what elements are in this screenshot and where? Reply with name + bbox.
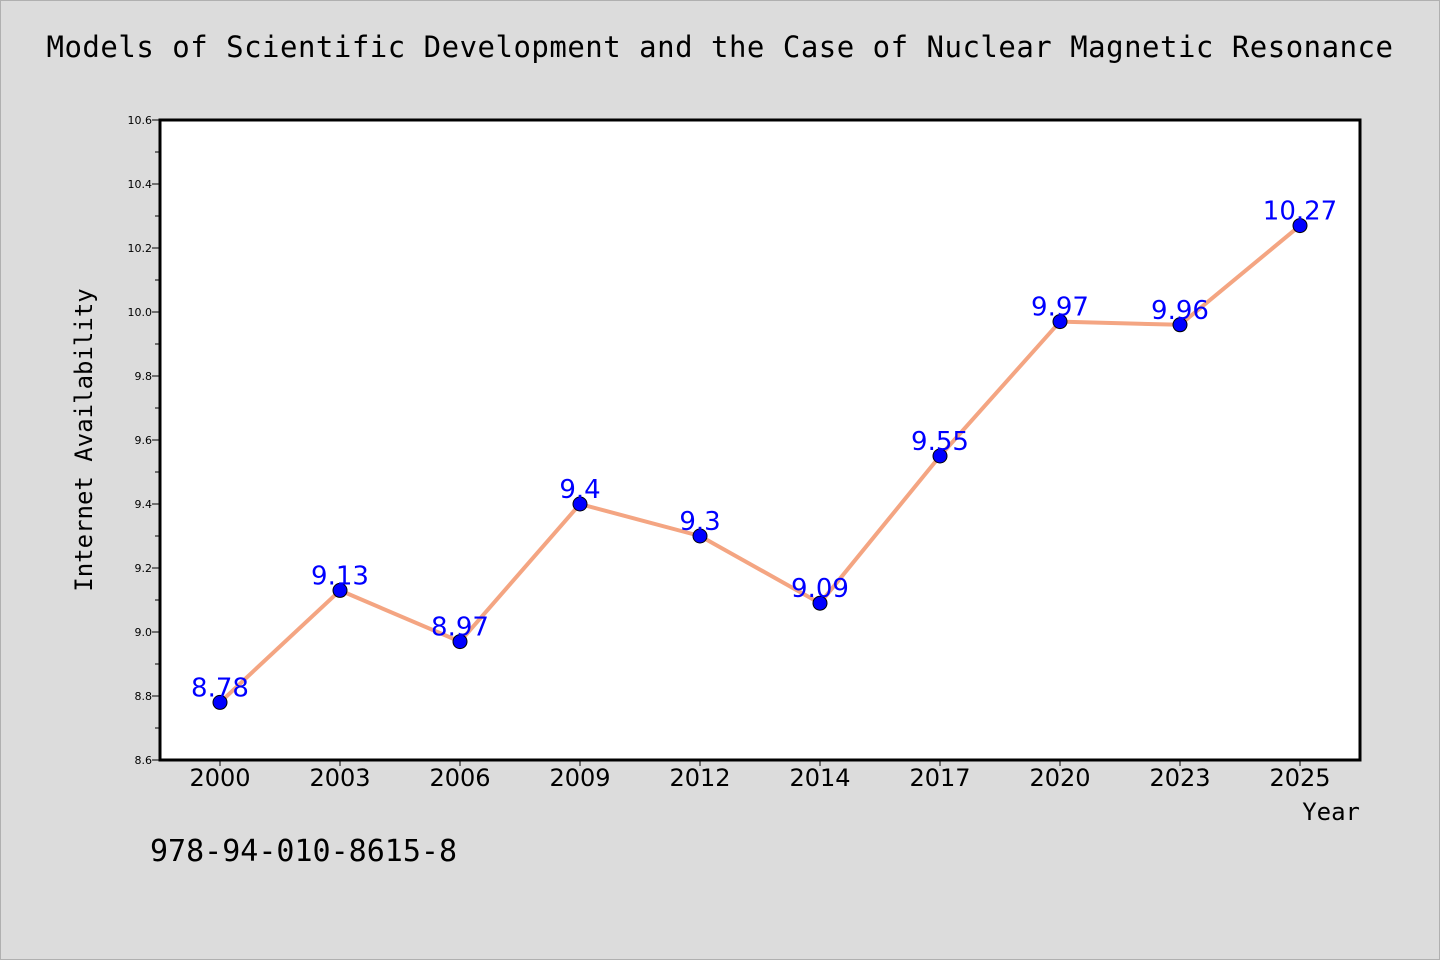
x-tick-label: 2012 [669, 764, 730, 792]
data-label: 9.13 [311, 561, 369, 591]
x-axis-label: Year [1302, 798, 1360, 826]
y-tick-label: 10.0 [128, 306, 153, 319]
x-tick-label: 2020 [1029, 764, 1090, 792]
data-point [932, 448, 948, 464]
y-tick-label: 10.4 [128, 178, 153, 191]
data-label: 9.96 [1151, 296, 1209, 326]
x-tick-label: 2000 [189, 764, 250, 792]
data-point [212, 694, 228, 710]
x-axis-ticks: 2000 2003 2006 2009 2012 2014 2017 2020 2023 2025 [189, 760, 1331, 792]
y-tick-label: 10.6 [128, 114, 153, 127]
data-label: 10.27 [1263, 197, 1337, 227]
data-label: 8.78 [191, 673, 249, 703]
data-label: 9.4 [559, 475, 600, 505]
x-tick-label: 2006 [429, 764, 490, 792]
data-point [452, 634, 468, 650]
x-tick-label: 2014 [789, 764, 850, 792]
series-layer: 8.78 9.13 8.97 9.4 9.3 9.09 9.55 9.97 9.96 10.27 [191, 197, 1337, 710]
data-label: 9.55 [911, 427, 969, 457]
series-line [218, 224, 1302, 704]
y-tick-label: 9.0 [135, 626, 153, 639]
data-point [812, 595, 828, 611]
data-point [332, 582, 348, 598]
y-tick-label: 10.2 [128, 242, 153, 255]
data-point [1172, 317, 1188, 333]
data-point [692, 528, 708, 544]
x-tick-label: 2025 [1269, 764, 1330, 792]
plot-area [160, 120, 1360, 760]
chart-title: Models of Scientific Development and the… [46, 30, 1394, 64]
y-axis-label: Internet Availability [70, 288, 98, 591]
y-tick-label: 8.8 [135, 690, 153, 703]
data-label: 8.97 [431, 613, 489, 643]
data-point [1052, 314, 1068, 330]
y-tick-label: 9.2 [135, 562, 153, 575]
data-point [1292, 218, 1308, 234]
x-tick-label: 2003 [309, 764, 370, 792]
x-tick-label: 2017 [909, 764, 970, 792]
y-tick-label: 8.6 [135, 754, 153, 767]
y-tick-label: 9.8 [135, 370, 153, 383]
plot-border [158, 118, 1362, 762]
data-label: 9.3 [679, 507, 720, 537]
x-tick-label: 2023 [1149, 764, 1210, 792]
isbn-label: 978-94-010-8615-8 [150, 834, 458, 869]
y-axis-ticks: 8.6 8.8 9.0 9.2 9.4 9.6 9.8 10.0 10.2 10.4 10.6 [128, 114, 160, 767]
data-label: 9.09 [791, 574, 849, 604]
y-tick-label: 9.6 [135, 434, 153, 447]
x-tick-label: 2009 [549, 764, 610, 792]
data-label: 9.97 [1031, 293, 1089, 323]
y-tick-label: 9.4 [135, 498, 153, 511]
data-point [572, 496, 588, 512]
